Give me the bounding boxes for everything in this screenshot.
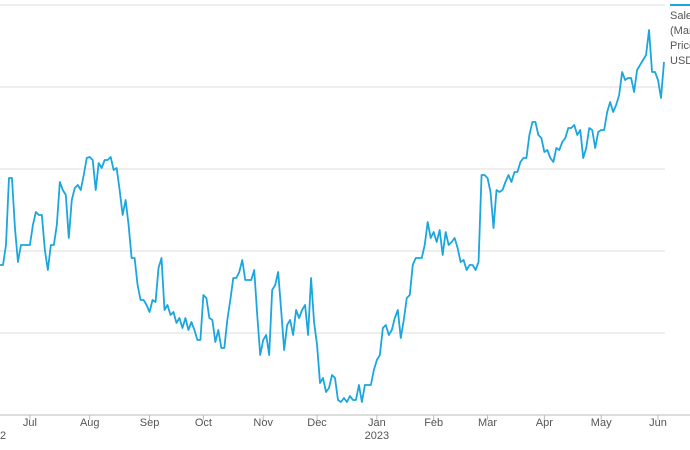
x-tick-label: Jul — [23, 417, 37, 429]
x-tick-label: Nov — [253, 417, 273, 429]
x-tick-label: May — [591, 417, 612, 429]
year-label: 2 — [0, 430, 6, 442]
data-line — [0, 29, 665, 403]
x-tick-label: Jan — [368, 417, 386, 429]
x-tick-label: Sep — [140, 417, 160, 429]
year-label: 2023 — [365, 430, 389, 442]
x-tick-label: Feb — [424, 417, 443, 429]
x-tick-label: Mar — [478, 417, 497, 429]
legend-label: Sales (Mar Price USD) — [670, 10, 690, 67]
x-tick-label: Dec — [307, 417, 327, 429]
x-tick-label: Oct — [195, 417, 212, 429]
x-tick-label: Jun — [649, 417, 667, 429]
legend: Sales (Mar Price USD) — [670, 9, 690, 69]
x-tick-label: Apr — [536, 417, 553, 429]
x-tick-label: Aug — [80, 417, 100, 429]
